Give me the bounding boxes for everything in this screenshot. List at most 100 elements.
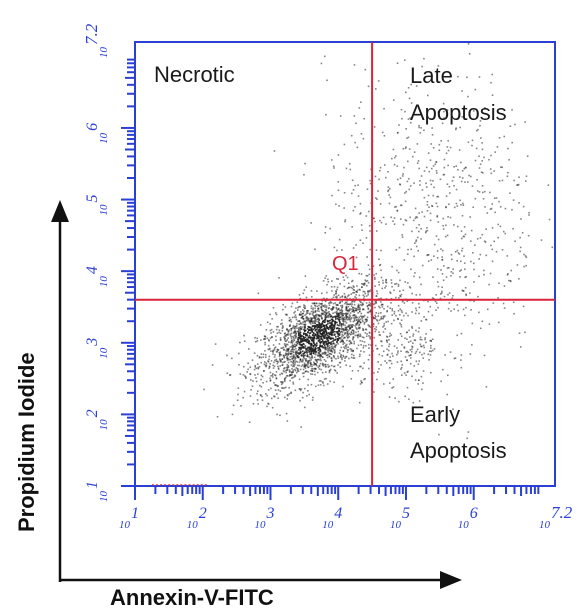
scatter-point xyxy=(355,315,357,318)
scatter-point xyxy=(479,124,481,127)
scatter-point xyxy=(257,366,259,369)
scatter-point xyxy=(322,382,324,384)
scatter-point xyxy=(339,328,342,330)
scatter-point xyxy=(269,377,271,380)
scatter-point xyxy=(262,356,265,358)
scatter-point xyxy=(446,183,449,186)
scatter-point xyxy=(485,254,488,257)
scatter-point xyxy=(363,341,366,343)
scatter-point xyxy=(435,294,437,296)
scatter-point xyxy=(405,331,408,334)
scatter-point xyxy=(473,268,475,271)
scatter-point xyxy=(311,357,314,359)
scatter-point xyxy=(341,312,344,315)
scatter-point xyxy=(328,320,330,322)
scatter-point xyxy=(353,320,356,322)
scatter-point xyxy=(440,248,442,250)
scatter-point xyxy=(510,280,512,283)
scatter-point xyxy=(290,348,293,351)
scatter-point xyxy=(446,146,449,148)
scatter-point xyxy=(474,197,477,200)
scatter-point xyxy=(383,324,385,327)
scatter-point xyxy=(302,339,305,342)
scatter-point xyxy=(310,305,313,307)
scatter-point xyxy=(260,385,263,388)
scatter-point xyxy=(390,322,393,325)
scatter-point xyxy=(332,328,335,331)
scatter-point xyxy=(367,324,370,326)
scatter-point xyxy=(311,339,313,342)
scatter-point xyxy=(331,316,334,319)
scatter-point xyxy=(389,307,391,309)
scatter-point xyxy=(506,175,509,178)
scatter-point xyxy=(470,309,472,311)
scatter-point xyxy=(463,167,466,170)
scatter-point xyxy=(327,316,330,319)
scatter-point xyxy=(405,190,407,193)
scatter-point xyxy=(351,303,353,305)
scatter-point xyxy=(420,320,423,322)
scatter-point xyxy=(415,350,418,353)
scatter-point xyxy=(317,332,319,335)
scatter-point xyxy=(333,167,335,169)
scatter-point xyxy=(341,339,344,341)
scatter-point xyxy=(303,339,305,341)
scatter-point xyxy=(313,322,315,324)
scatter-point xyxy=(306,339,309,341)
scatter-point xyxy=(442,224,445,227)
scatter-point xyxy=(330,346,333,348)
scatter-point xyxy=(319,332,322,335)
scatter-point xyxy=(306,355,309,357)
scatter-point xyxy=(274,384,277,387)
scatter-point xyxy=(180,484,183,486)
scatter-point xyxy=(296,352,299,354)
scatter-point xyxy=(335,327,338,330)
scatter-point xyxy=(298,361,301,363)
scatter-point xyxy=(420,345,423,348)
scatter-point xyxy=(376,347,379,350)
scatter-point xyxy=(387,353,389,356)
scatter-point xyxy=(314,322,317,324)
scatter-point xyxy=(296,322,298,325)
scatter-point xyxy=(289,346,292,348)
scatter-point xyxy=(200,484,203,486)
scatter-point xyxy=(418,276,421,279)
scatter-point xyxy=(267,344,270,347)
scatter-point xyxy=(293,339,296,342)
scatter-point xyxy=(362,297,365,300)
scatter-point xyxy=(327,351,329,353)
scatter-point xyxy=(341,335,343,338)
scatter-point xyxy=(403,346,406,348)
scatter-point xyxy=(338,334,341,337)
scatter-point xyxy=(311,321,313,323)
scatter-point xyxy=(294,337,297,339)
scatter-point xyxy=(277,397,279,400)
scatter-point xyxy=(410,268,412,271)
scatter-point xyxy=(320,315,322,318)
scatter-point xyxy=(461,169,464,172)
scatter-point xyxy=(338,302,341,305)
scatter-point xyxy=(362,283,365,285)
scatter-point xyxy=(335,203,337,206)
scatter-point xyxy=(312,352,315,355)
scatter-point xyxy=(354,316,357,319)
scatter-point xyxy=(361,308,364,311)
scatter-point xyxy=(319,344,321,347)
scatter-point xyxy=(368,273,371,276)
scatter-point xyxy=(361,229,363,231)
scatter-point xyxy=(381,131,384,134)
scatter-point xyxy=(255,340,257,343)
scatter-point xyxy=(331,318,334,321)
scatter-point xyxy=(329,322,331,324)
scatter-point xyxy=(331,359,333,361)
scatter-point xyxy=(296,330,299,333)
scatter-point xyxy=(318,302,321,305)
scatter-point xyxy=(483,190,486,193)
scatter-point xyxy=(319,351,321,353)
scatter-point xyxy=(490,154,492,157)
scatter-point xyxy=(310,323,312,325)
scatter-point xyxy=(414,242,416,245)
scatter-point xyxy=(316,327,319,329)
scatter-point xyxy=(265,365,268,368)
scatter-point xyxy=(427,300,429,303)
